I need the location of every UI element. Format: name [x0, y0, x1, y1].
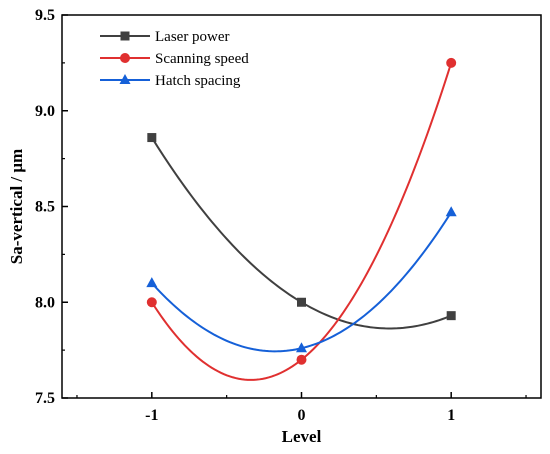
x-tick-label: 0: [298, 407, 306, 424]
plot-frame: [61, 14, 542, 399]
y-tick-label: 9.0: [35, 103, 55, 120]
series-line: [151, 211, 453, 353]
data-point: [296, 354, 307, 365]
x-tick-label: 1: [447, 407, 455, 424]
series-line: [150, 62, 453, 381]
data-point: [296, 342, 307, 353]
y-tick-label: 9.5: [35, 7, 55, 24]
series-curves: [150, 62, 453, 381]
data-point: [446, 57, 457, 68]
y-tick-label: 8.0: [35, 294, 55, 311]
legend-label: Scanning speed: [155, 51, 249, 67]
data-point: [297, 297, 306, 307]
legend-label: Hatch spacing: [155, 73, 241, 89]
x-axis-label: Level: [282, 427, 322, 446]
legend-marker: [119, 74, 131, 84]
data-point: [446, 311, 456, 321]
data-point: [147, 133, 157, 143]
x-axis: -1 0 1: [76, 392, 527, 424]
data-point: [445, 206, 457, 217]
series-markers: [146, 57, 457, 365]
y-axis-label: Sa-vertical / μm: [7, 149, 26, 264]
y-tick-label: 8.5: [35, 199, 55, 216]
x-tick-label: -1: [145, 407, 158, 424]
legend-marker: [120, 31, 130, 41]
legend: Laser power Scanning speed Hatch spacing: [100, 29, 249, 89]
data-point: [146, 277, 158, 288]
legend-label: Laser power: [155, 29, 230, 45]
legend-marker: [120, 53, 130, 63]
data-point: [146, 297, 157, 308]
y-tick-label: 7.5: [35, 390, 55, 407]
y-axis: 7.5 8.0 8.5 9.0 9.5: [35, 7, 68, 407]
